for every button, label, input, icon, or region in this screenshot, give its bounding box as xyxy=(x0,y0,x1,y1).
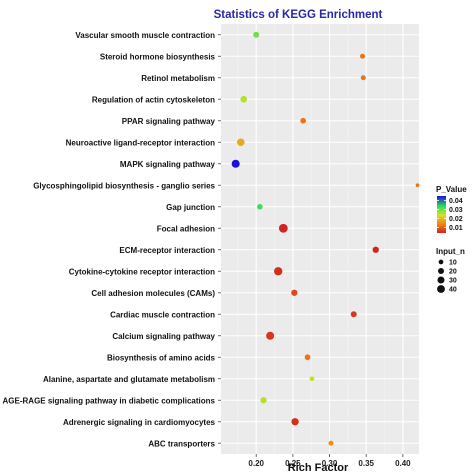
y-tick-label: AGE-RAGE signaling pathway in diabetic c… xyxy=(3,396,216,405)
data-point xyxy=(257,203,263,210)
p-value-legend-title: P_Value xyxy=(436,185,467,194)
input-n-legend: Input_n 10 20 30 40 xyxy=(436,247,465,294)
data-point xyxy=(350,311,357,318)
y-tick-label: Glycosphingolipid biosynthesis - ganglio… xyxy=(33,181,215,190)
x-axis-ticks: 0.20 0.25 0.30 0.35 0.40 xyxy=(248,454,411,468)
data-point xyxy=(415,183,420,188)
input-n-legend-dot xyxy=(437,285,445,293)
data-point xyxy=(278,223,288,233)
input-n-legend-dot xyxy=(437,276,445,284)
p-value-legend-tick: 0.03 xyxy=(449,207,463,214)
x-tick-label: 0.25 xyxy=(285,459,301,468)
y-tick-label: MAPK signaling pathway xyxy=(120,160,216,169)
y-tick-label: Regulation of actin cytoskeleton xyxy=(92,95,215,104)
data-point xyxy=(291,418,299,426)
y-tick-label: Retinol metabolism xyxy=(141,74,215,83)
p-value-colorbar xyxy=(437,196,446,233)
y-axis-labels: Vascular smooth muscle contraction Steroi… xyxy=(3,31,216,449)
p-value-legend-tick: 0.04 xyxy=(449,198,463,205)
data-point xyxy=(300,117,306,124)
data-point xyxy=(240,95,248,103)
x-axis-label: Rich Factor xyxy=(288,462,349,474)
y-tick-label: Biosynthesis of amino acids xyxy=(107,353,216,362)
data-point xyxy=(266,331,275,340)
data-point xyxy=(360,53,366,59)
data-points xyxy=(231,31,420,446)
data-point xyxy=(291,289,298,296)
data-point xyxy=(253,31,260,38)
data-point xyxy=(360,75,366,81)
x-tick-label: 0.35 xyxy=(358,459,374,468)
y-tick-label: Neuroactive ligand-receptor interaction xyxy=(66,138,215,147)
y-tick-label: Calcium signaling pathway xyxy=(112,332,215,341)
y-tick-label: Vascular smooth muscle contraction xyxy=(75,31,215,40)
x-tick-label: 0.20 xyxy=(248,459,264,468)
p-value-legend-tick: 0.01 xyxy=(449,225,463,232)
x-tick-label: 0.30 xyxy=(322,459,338,468)
y-gridlines xyxy=(221,34,419,444)
data-point xyxy=(309,376,315,382)
y-tick-label: ECM-receptor interaction xyxy=(119,246,215,255)
data-point xyxy=(260,397,267,404)
y-axis-ticks xyxy=(218,34,221,444)
y-tick-label: Gap junction xyxy=(166,203,215,212)
data-point xyxy=(304,354,311,361)
input-n-legend-label: 40 xyxy=(449,287,457,294)
y-tick-label: Steroid hormone biosynthesis xyxy=(100,52,216,61)
plot-panel xyxy=(221,24,419,454)
x-tick-label: 0.40 xyxy=(395,459,411,468)
data-point xyxy=(372,246,379,253)
p-value-legend-tick: 0.02 xyxy=(449,216,463,223)
input-n-legend-label: 30 xyxy=(449,278,457,285)
input-n-legend-dot xyxy=(437,267,445,275)
y-tick-label: ABC transporters xyxy=(148,439,215,448)
y-tick-label: Cytokine-cytokine receptor interaction xyxy=(69,267,215,276)
input-n-legend-dot xyxy=(438,259,444,265)
y-tick-label: Cell adhesion molecules (CAMs) xyxy=(91,289,215,298)
y-tick-label: Focal adhesion xyxy=(157,224,215,233)
data-point xyxy=(231,159,240,168)
y-tick-label: PPAR signaling pathway xyxy=(122,117,216,126)
chart-title: Statistics of KEGG Enrichment xyxy=(214,9,383,21)
input-n-legend-label: 10 xyxy=(449,260,457,267)
input-n-legend-label: 20 xyxy=(449,269,457,276)
data-point xyxy=(237,138,245,147)
y-tick-label: Alanine, aspartate and glutamate metabol… xyxy=(43,375,215,384)
data-point xyxy=(328,440,334,446)
p-value-legend: P_Value 0.04 0.03 0.02 0.01 xyxy=(436,185,467,233)
input-n-legend-title: Input_n xyxy=(436,247,465,256)
y-tick-label: Adrenergic signaling in cardiomyocytes xyxy=(63,418,216,427)
x-gridlines xyxy=(237,24,404,454)
data-point xyxy=(274,267,283,276)
y-tick-label: Cardiac muscle contraction xyxy=(110,310,215,319)
